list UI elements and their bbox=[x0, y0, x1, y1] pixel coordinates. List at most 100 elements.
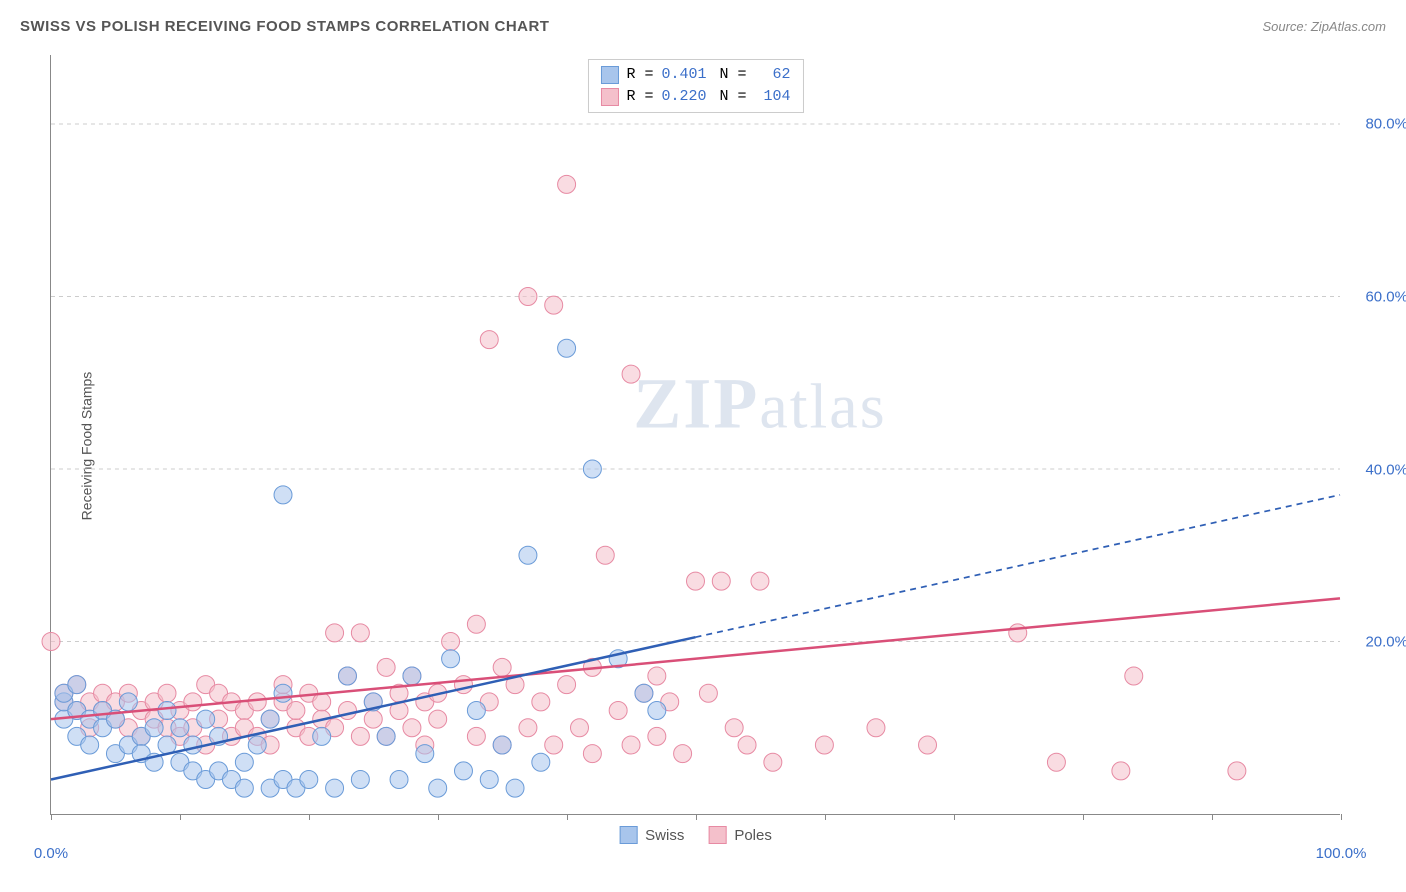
n-label: N = bbox=[720, 64, 747, 86]
data-point bbox=[583, 745, 601, 763]
data-point bbox=[403, 667, 421, 685]
data-point bbox=[184, 736, 202, 754]
data-point bbox=[480, 331, 498, 349]
data-point bbox=[493, 736, 511, 754]
x-tick-label: 0.0% bbox=[34, 845, 68, 862]
data-point bbox=[596, 546, 614, 564]
data-point bbox=[532, 693, 550, 711]
swiss-r-value: 0.401 bbox=[662, 64, 712, 86]
y-tick-label: 20.0% bbox=[1365, 634, 1406, 651]
data-point bbox=[609, 702, 627, 720]
data-point bbox=[454, 762, 472, 780]
y-tick-label: 80.0% bbox=[1365, 116, 1406, 133]
data-point bbox=[377, 727, 395, 745]
data-point bbox=[558, 339, 576, 357]
legend-label-swiss: Swiss bbox=[645, 827, 684, 844]
data-point bbox=[712, 572, 730, 590]
x-tick bbox=[309, 814, 310, 820]
data-point bbox=[570, 719, 588, 737]
data-point bbox=[558, 175, 576, 193]
legend-item-swiss: Swiss bbox=[619, 826, 684, 844]
data-point bbox=[235, 779, 253, 797]
data-point bbox=[1047, 753, 1065, 771]
data-point bbox=[390, 771, 408, 789]
data-point bbox=[416, 745, 434, 763]
data-point bbox=[197, 710, 215, 728]
data-point bbox=[648, 667, 666, 685]
data-point bbox=[519, 546, 537, 564]
data-point bbox=[1009, 624, 1027, 642]
data-point bbox=[583, 460, 601, 478]
data-point bbox=[429, 779, 447, 797]
data-point bbox=[519, 288, 537, 306]
legend-row-swiss: R = 0.401 N = 62 bbox=[600, 64, 790, 86]
data-point bbox=[442, 633, 460, 651]
plot-area: ZIPatlas R = 0.401 N = 62 R = 0.220 N = … bbox=[50, 55, 1340, 815]
r-label: R = bbox=[626, 64, 653, 86]
swatch-poles bbox=[600, 88, 618, 106]
data-point bbox=[622, 365, 640, 383]
x-tick bbox=[825, 814, 826, 820]
x-tick bbox=[180, 814, 181, 820]
x-tick bbox=[1083, 814, 1084, 820]
swatch-swiss bbox=[619, 826, 637, 844]
x-tick bbox=[567, 814, 568, 820]
data-point bbox=[351, 771, 369, 789]
data-point bbox=[558, 676, 576, 694]
x-tick bbox=[1341, 814, 1342, 820]
data-point bbox=[699, 684, 717, 702]
data-point bbox=[1228, 762, 1246, 780]
data-point bbox=[351, 727, 369, 745]
data-point bbox=[326, 779, 344, 797]
data-point bbox=[467, 702, 485, 720]
data-point bbox=[674, 745, 692, 763]
data-point bbox=[648, 727, 666, 745]
data-point bbox=[687, 572, 705, 590]
swatch-swiss bbox=[600, 66, 618, 84]
data-point bbox=[467, 615, 485, 633]
data-point bbox=[248, 736, 266, 754]
legend-item-poles: Poles bbox=[708, 826, 772, 844]
data-point bbox=[171, 719, 189, 737]
data-point bbox=[1112, 762, 1130, 780]
data-point bbox=[338, 702, 356, 720]
data-point bbox=[493, 658, 511, 676]
data-point bbox=[919, 736, 937, 754]
x-tick bbox=[51, 814, 52, 820]
data-point bbox=[480, 771, 498, 789]
data-point bbox=[235, 753, 253, 771]
data-point bbox=[751, 572, 769, 590]
data-point bbox=[300, 771, 318, 789]
data-point bbox=[815, 736, 833, 754]
data-point bbox=[442, 650, 460, 668]
data-point bbox=[725, 719, 743, 737]
data-point bbox=[42, 633, 60, 651]
source-credit: Source: ZipAtlas.com bbox=[1262, 19, 1386, 34]
chart-svg bbox=[51, 55, 1340, 814]
x-tick bbox=[696, 814, 697, 820]
x-tick bbox=[954, 814, 955, 820]
chart-title: SWISS VS POLISH RECEIVING FOOD STAMPS CO… bbox=[20, 18, 549, 35]
x-tick-label: 100.0% bbox=[1316, 845, 1367, 862]
chart-header: SWISS VS POLISH RECEIVING FOOD STAMPS CO… bbox=[20, 18, 1386, 35]
x-tick bbox=[438, 814, 439, 820]
data-point bbox=[248, 693, 266, 711]
data-point bbox=[158, 684, 176, 702]
data-point bbox=[764, 753, 782, 771]
source-name: ZipAtlas.com bbox=[1311, 19, 1386, 34]
data-point bbox=[545, 736, 563, 754]
data-point bbox=[403, 719, 421, 737]
data-point bbox=[158, 702, 176, 720]
data-point bbox=[429, 710, 447, 728]
data-point bbox=[519, 719, 537, 737]
legend-label-poles: Poles bbox=[734, 827, 772, 844]
data-point bbox=[532, 753, 550, 771]
legend-row-poles: R = 0.220 N = 104 bbox=[600, 86, 790, 108]
data-point bbox=[467, 727, 485, 745]
y-tick-label: 60.0% bbox=[1365, 288, 1406, 305]
trend-line-dashed bbox=[696, 495, 1341, 637]
data-point bbox=[364, 710, 382, 728]
data-point bbox=[867, 719, 885, 737]
data-point bbox=[145, 719, 163, 737]
data-point bbox=[622, 736, 640, 754]
